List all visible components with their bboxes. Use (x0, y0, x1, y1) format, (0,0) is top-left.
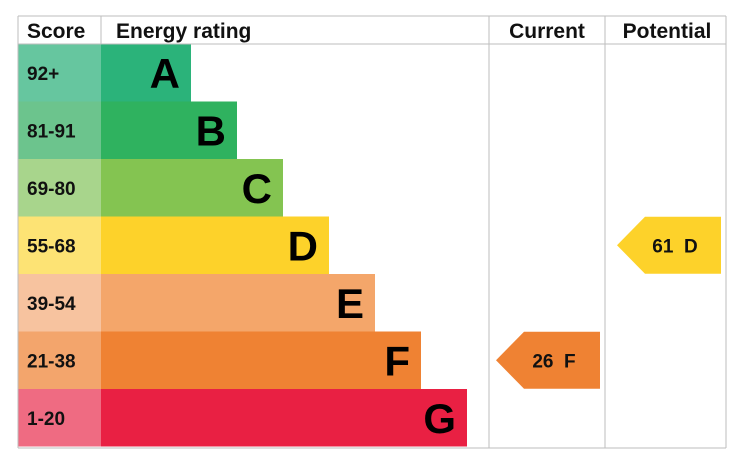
score-range-d: 55-68 (27, 236, 76, 257)
rating-letter-d: D (288, 222, 318, 269)
rating-letter-f: F (384, 337, 410, 384)
score-cell-g (18, 389, 101, 447)
current-header: Current (509, 20, 585, 43)
rating-bar-f (101, 331, 421, 389)
score-cell-b (18, 101, 101, 159)
score-cell-c (18, 159, 101, 217)
score-cell-e (18, 274, 101, 332)
rating-bands: 92+ A 81-91 B 69-80 C 55-68 D 39-54 E 21-38 F 1-20 G (18, 44, 467, 447)
score-cell-a (18, 44, 101, 102)
rating-letter-g: G (423, 395, 456, 442)
score-range-e: 39-54 (27, 294, 76, 315)
rating-bar-a (101, 44, 191, 102)
rating-bar-c (101, 159, 283, 217)
current-rating-arrow (496, 331, 600, 389)
rating-bar-g (101, 389, 467, 447)
rating-bar-e (101, 274, 375, 332)
energy-rating-header: Energy rating (116, 20, 251, 43)
current-rating-label: 26 F (532, 351, 575, 372)
potential-rating-label: 61 D (652, 236, 697, 257)
score-range-g: 1-20 (27, 409, 65, 430)
score-header: Score (27, 20, 85, 43)
score-cell-f (18, 331, 101, 389)
table-grid (17, 15, 727, 449)
score-range-c: 69-80 (27, 179, 76, 200)
score-range-b: 81-91 (27, 121, 76, 142)
potential-rating-arrow (617, 216, 721, 274)
rating-bar-b (101, 101, 237, 159)
rating-bar-d (101, 216, 329, 274)
score-range-a: 92+ (27, 64, 59, 85)
rating-letter-c: C (242, 165, 272, 212)
rating-arrows: 26 F 61 D (496, 216, 721, 389)
rating-letter-e: E (336, 280, 364, 327)
rating-letter-a: A (150, 50, 180, 97)
rating-letter-b: B (196, 107, 226, 154)
score-cell-d (18, 216, 101, 274)
score-range-f: 21-38 (27, 351, 76, 372)
potential-header: Potential (623, 20, 712, 43)
